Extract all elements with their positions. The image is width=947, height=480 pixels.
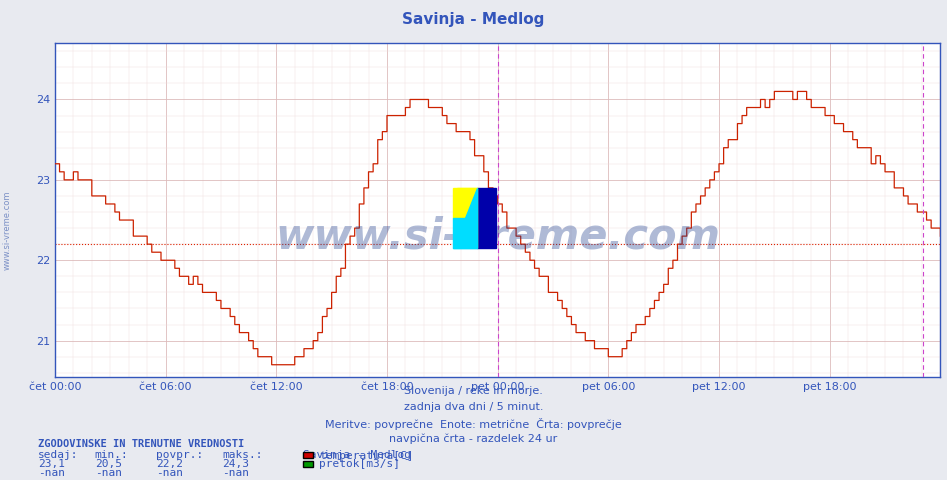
Text: Savinja - Medlog: Savinja - Medlog bbox=[303, 450, 411, 460]
Text: 24,3: 24,3 bbox=[223, 459, 250, 469]
Text: navpična črta - razdelek 24 ur: navpična črta - razdelek 24 ur bbox=[389, 434, 558, 444]
Text: 23,1: 23,1 bbox=[38, 459, 65, 469]
Text: Slovenija / reke in morje.: Slovenija / reke in morje. bbox=[404, 386, 543, 396]
Polygon shape bbox=[453, 188, 476, 248]
Text: temperatura[C]: temperatura[C] bbox=[319, 451, 414, 460]
Text: -nan: -nan bbox=[95, 468, 122, 478]
Text: zadnja dva dni / 5 minut.: zadnja dva dni / 5 minut. bbox=[403, 402, 544, 412]
Bar bbox=[453, 218, 476, 248]
Text: min.:: min.: bbox=[95, 450, 129, 460]
Text: Meritve: povprečne  Enote: metrične  Črta: povprečje: Meritve: povprečne Enote: metrične Črta:… bbox=[325, 418, 622, 430]
Text: -nan: -nan bbox=[223, 468, 250, 478]
Text: pretok[m3/s]: pretok[m3/s] bbox=[319, 459, 401, 469]
Bar bbox=[453, 188, 476, 218]
Text: 22,2: 22,2 bbox=[156, 459, 184, 469]
Text: -nan: -nan bbox=[38, 468, 65, 478]
Text: www.si-vreme.com: www.si-vreme.com bbox=[276, 216, 720, 258]
Text: sedaj:: sedaj: bbox=[38, 450, 79, 460]
Text: 20,5: 20,5 bbox=[95, 459, 122, 469]
Text: -nan: -nan bbox=[156, 468, 184, 478]
Polygon shape bbox=[457, 188, 476, 248]
Text: ZGODOVINSKE IN TRENUTNE VREDNOSTI: ZGODOVINSKE IN TRENUTNE VREDNOSTI bbox=[38, 439, 244, 449]
Text: maks.:: maks.: bbox=[223, 450, 263, 460]
Text: Savinja - Medlog: Savinja - Medlog bbox=[402, 12, 545, 27]
Text: www.si-vreme.com: www.si-vreme.com bbox=[3, 191, 12, 270]
Bar bbox=[476, 188, 496, 248]
Text: povpr.:: povpr.: bbox=[156, 450, 204, 460]
